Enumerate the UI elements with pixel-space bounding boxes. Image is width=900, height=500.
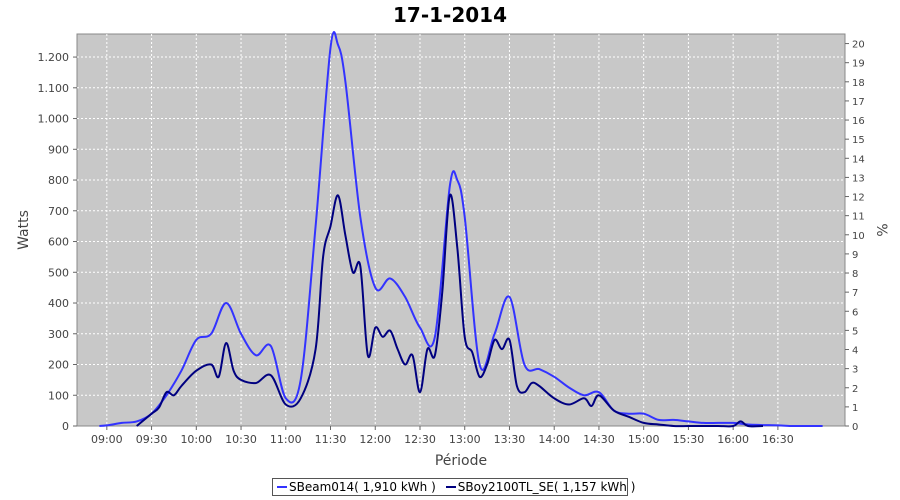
x-tick-label: 14:00 (538, 433, 570, 446)
y-tick-label: 200 (48, 359, 69, 372)
y-right-tick-label: 14 (852, 154, 865, 165)
y-axis-left: 0 100 200 300 400 500 600 700 800 900 1.000 1.100 1.… (38, 51, 77, 433)
y-right-tick-label: 1 (852, 403, 858, 414)
y-tick-label: 300 (48, 328, 69, 341)
y-tick-label: 400 (48, 297, 69, 310)
chart-title: 17-1-2014 (393, 3, 507, 27)
x-axis: 09:00 09:30 10:00 10:30 11:00 11:30 12:00 12:30… (91, 426, 794, 446)
legend-swatch-sbeam (277, 486, 287, 488)
y-right-tick-label: 9 (852, 250, 858, 261)
y-right-tick-label: 6 (852, 307, 858, 318)
series-line-sbeam (99, 31, 823, 428)
x-tick-label: 14:30 (583, 433, 615, 446)
x-tick-label: 10:30 (225, 433, 257, 446)
y-right-tick-label: 3 (852, 365, 858, 376)
x-tick-label: 16:30 (762, 433, 794, 446)
x-axis-label: Période (435, 453, 487, 469)
y-right-tick-label: 10 (852, 231, 865, 242)
y-right-tick-label: 5 (852, 326, 858, 337)
x-tick-label: 10:00 (180, 433, 212, 446)
legend-swatch-sboy (445, 486, 456, 488)
legend-label-sboy: SBoy2100TL_SE( 1,157 kWh ) (457, 480, 636, 494)
x-tick-label: 13:30 (494, 433, 526, 446)
x-tick-label: 16:00 (717, 433, 749, 446)
series-lines (99, 31, 823, 428)
y-right-tick-label: 13 (852, 173, 865, 184)
legend-item-sbeam[interactable]: SBeam014( 1,910 kWh ) (277, 480, 436, 494)
y-right-tick-label: 4 (852, 346, 858, 357)
plot-area (76, 33, 846, 427)
y-right-tick-label: 15 (852, 135, 865, 146)
y-tick-label: 100 (48, 389, 69, 402)
y-right-tick-label: 11 (852, 212, 865, 223)
y-tick-label: 700 (48, 205, 69, 218)
y-right-tick-label: 18 (852, 78, 865, 89)
y-tick-label: 800 (48, 174, 69, 187)
y-right-tick-label: 8 (852, 269, 858, 280)
y-axis-right-label: % (873, 223, 889, 236)
series-line-sboy (136, 193, 764, 428)
y-right-tick-label: 19 (852, 59, 865, 70)
y-right-tick-label: 17 (852, 97, 865, 108)
y-tick-label: 1.200 (38, 51, 70, 64)
y-right-tick-label: 2 (852, 384, 858, 395)
y-right-tick-label: 12 (852, 193, 865, 204)
x-tick-label: 12:30 (404, 433, 436, 446)
y-axis-label: Watts (16, 210, 32, 250)
x-tick-label: 09:30 (136, 433, 168, 446)
y-tick-label: 1.100 (38, 82, 70, 95)
x-tick-label: 15:30 (673, 433, 705, 446)
legend: SBeam014( 1,910 kWh ) SBoy2100TL_SE( 1,1… (272, 478, 635, 496)
y-tick-label: 600 (48, 236, 69, 249)
y-right-tick-label: 7 (852, 288, 858, 299)
y-right-tick-label: 16 (852, 116, 865, 127)
x-tick-label: 12:00 (359, 433, 391, 446)
y-tick-label: 0 (62, 420, 69, 433)
legend-item-sboy[interactable]: SBoy2100TL_SE( 1,157 kWh ) (445, 480, 636, 494)
y-tick-label: 500 (48, 266, 69, 279)
x-tick-label: 09:00 (91, 433, 123, 446)
y-tick-label: 900 (48, 143, 69, 156)
grid (77, 34, 845, 426)
y-tick-label: 1.000 (38, 113, 70, 126)
y-right-tick-label: 0 (852, 422, 858, 433)
x-tick-label: 13:00 (449, 433, 481, 446)
y-right-tick-label: 20 (852, 40, 865, 51)
x-tick-label: 15:00 (628, 433, 660, 446)
x-tick-label: 11:30 (315, 433, 347, 446)
x-tick-label: 11:00 (270, 433, 302, 446)
legend-label-sbeam: SBeam014( 1,910 kWh ) (289, 480, 436, 494)
